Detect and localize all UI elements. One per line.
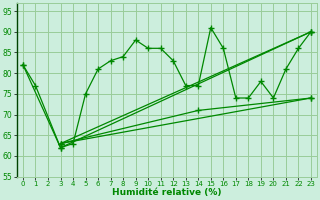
X-axis label: Humidité relative (%): Humidité relative (%) <box>112 188 222 197</box>
